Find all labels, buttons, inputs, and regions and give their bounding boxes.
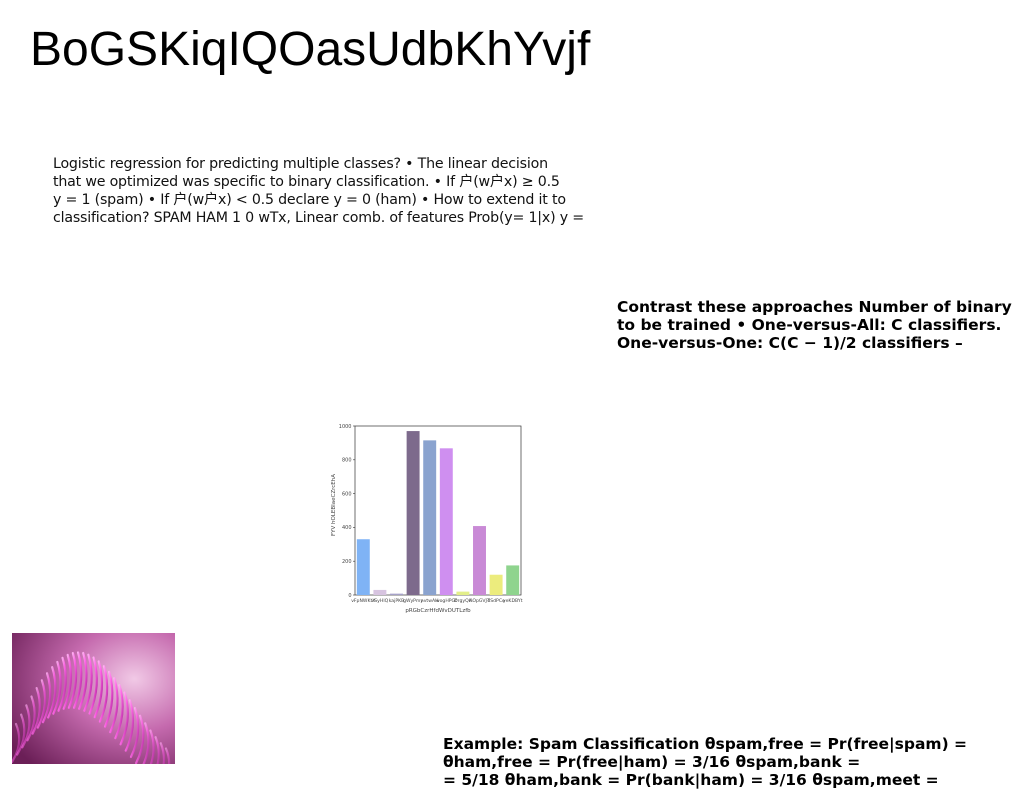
ribbon-fin	[12, 722, 21, 764]
ribbon-fin	[62, 653, 73, 710]
paragraph-line: = 5/18 θham,bank = Pr(bank|ham) = 3/16 θ…	[443, 771, 939, 789]
ribbon-fin	[109, 677, 119, 734]
ribbon-fin	[93, 660, 104, 719]
y-tick-label: 800	[342, 458, 352, 464]
bar-AOpGVJT	[473, 526, 486, 595]
ribbon-fin	[67, 651, 78, 709]
ribbon-fin	[57, 656, 67, 712]
spam-classification-example: Example: Spam Classification θspam,free …	[443, 735, 1024, 789]
ribbon-fin	[21, 704, 31, 749]
y-tick-label: 0	[348, 593, 351, 599]
x-tick-label: gWyPmy	[403, 598, 423, 604]
ribbon-fin	[52, 660, 62, 715]
ribbon-fin	[47, 666, 57, 719]
ribbon-fin	[72, 651, 83, 709]
bar-vFpNWKtX	[356, 539, 370, 595]
y-tick-label: 400	[342, 525, 352, 531]
paragraph-line: Contrast these approaches Number of bina…	[617, 298, 1012, 316]
y-tick-label: 200	[342, 559, 352, 565]
ribbon-fin	[159, 742, 166, 764]
y-tick-label: 600	[342, 491, 352, 497]
bar-chart: FYV hOLEBIaeCZrcEhA pRGbCzrHfdWvDUTLzfb …	[331, 424, 523, 614]
ribbon-fin	[88, 656, 98, 715]
paragraph-line: that we optimized was specific to binary…	[53, 174, 560, 190]
ribbon-fin	[119, 691, 129, 746]
bar-kajPKB	[390, 593, 403, 595]
x-tick-label: wogHPGf	[436, 598, 457, 604]
ribbon-fin	[114, 684, 124, 740]
ribbon-fin	[135, 714, 145, 764]
x-tick-label: yeKDBYt	[503, 598, 523, 604]
bar-vSyHlQ	[373, 589, 387, 595]
ribbon-fin	[98, 665, 109, 723]
ribbon-fin	[78, 651, 88, 710]
ribbon-fin	[149, 729, 155, 764]
bar-gWyPmy	[406, 431, 420, 595]
ribbon-fin	[16, 713, 26, 756]
ribbon-fin	[26, 695, 36, 742]
ribbon-fin	[154, 736, 160, 764]
ribbon-fin	[83, 653, 93, 712]
y-tick-label: 1000	[339, 424, 352, 430]
x-tick-label: DrgyQK	[454, 598, 473, 604]
ribbon-fin	[41, 672, 52, 724]
ribbon-fin	[104, 670, 114, 728]
bar-DrgyQK	[456, 591, 470, 595]
x-tick-label: AOpGVJT	[469, 598, 490, 604]
bar-wogHPGf	[439, 448, 453, 595]
paragraph-line: to be trained • One-versus-All: C classi…	[617, 316, 1002, 334]
x-axis-label: pRGbCzrHfdWvDUTLzfb	[405, 608, 471, 614]
bar-yeKDBYt	[506, 565, 520, 595]
page-title: BoGSKiqIQOasUdbKhYvjf	[30, 23, 591, 76]
ribbon-fin	[31, 686, 41, 735]
ribbon-fin	[164, 747, 171, 764]
paragraph-line: Logistic regression for predicting multi…	[53, 156, 548, 172]
paragraph-line: One-versus-One: C(C − 1)/2 classifiers –	[617, 334, 963, 352]
ribbon-fin	[124, 699, 135, 752]
x-tick-label: kajPKB	[389, 598, 405, 604]
x-tick-label: dSdPCo	[487, 598, 505, 604]
paragraph-line: classification? SPAM HAM 1 0 wTx, Linear…	[53, 210, 584, 226]
ribbon-fin	[142, 722, 150, 764]
contrast-approaches-paragraph: Contrast these approaches Number of bina…	[617, 298, 1024, 352]
paragraph-line: θham,free = Pr(free|ham) = 3/16 θspam,ba…	[443, 753, 861, 771]
x-tick-label: vFpNWKtX	[351, 598, 375, 604]
bar-dSdPCo	[489, 574, 503, 595]
x-tick-label: nvtwAH	[421, 598, 439, 604]
paragraph-line: Example: Spam Classification θspam,free …	[443, 735, 968, 753]
y-axis-label: FYV hOLEBIaeCZrcEhA	[331, 474, 337, 536]
abstract-magenta-wave-image	[12, 633, 175, 764]
plot-frame	[354, 425, 522, 596]
paragraph-line: y = 1 (spam) • If ⼾(w⼾x) < 0.5 declare y…	[53, 192, 566, 208]
logistic-regression-paragraph: Logistic regression for predicting multi…	[53, 155, 613, 227]
ribbon-fin	[129, 706, 140, 759]
bar-nvtwAH	[423, 440, 437, 595]
x-tick-label: vSyHlQ	[372, 598, 389, 604]
ribbon-fin	[36, 679, 47, 729]
